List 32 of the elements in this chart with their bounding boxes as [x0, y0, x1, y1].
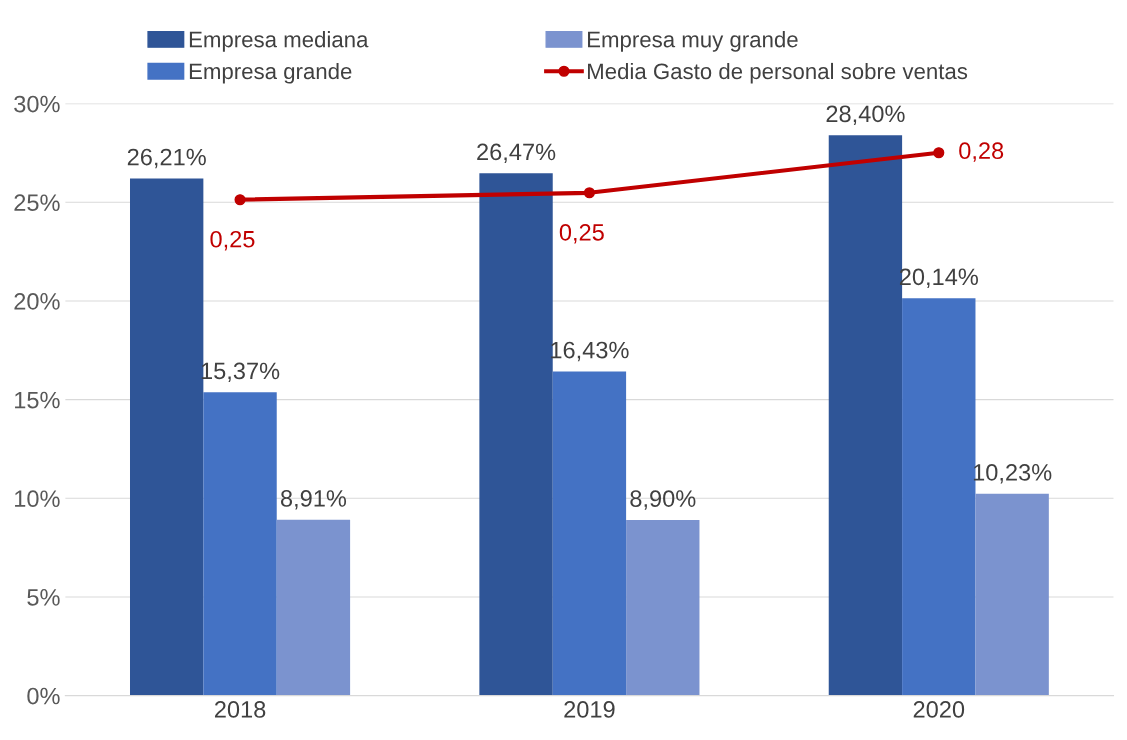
bar — [479, 173, 553, 696]
point — [234, 194, 246, 206]
data-label: 8,90% — [630, 490, 696, 510]
y-tick-label: 15% — [15, 391, 60, 409]
data-label: 28,40% — [826, 105, 905, 125]
y-tick-label: 25% — [14, 194, 60, 212]
data-label: 0,25 — [559, 223, 604, 244]
bar — [203, 392, 277, 696]
legend-label: Empresa muy grande — [588, 31, 798, 52]
legend-label: Empresa grande — [189, 62, 352, 84]
data-label: 26,21% — [127, 148, 206, 169]
data-label: 8,91% — [280, 490, 347, 510]
data-label: 0,28 — [959, 142, 1004, 162]
bar — [902, 298, 976, 696]
y-tick-label: 0% — [27, 687, 60, 705]
x-tick-label: 2018 — [214, 701, 266, 718]
data-label: 26,47% — [477, 143, 556, 164]
y-tick-label: 30% — [14, 95, 60, 113]
x-tick-label: 2019 — [564, 701, 615, 718]
bar — [552, 371, 627, 696]
x-tick-label: 2020 — [913, 701, 965, 718]
data-label: 0,25 — [210, 230, 255, 251]
y-tick-label: 20% — [14, 293, 60, 310]
point — [583, 187, 595, 199]
legend-label: Media Gasto de personal sobre ventas — [588, 62, 968, 84]
legend-label: Empresa mediana — [189, 31, 369, 52]
y-tick-label: 5% — [27, 589, 60, 606]
bar — [276, 519, 351, 696]
point — [933, 147, 945, 159]
y-tick-label: 10% — [15, 490, 60, 508]
bar — [975, 493, 1049, 696]
bar — [626, 519, 700, 696]
